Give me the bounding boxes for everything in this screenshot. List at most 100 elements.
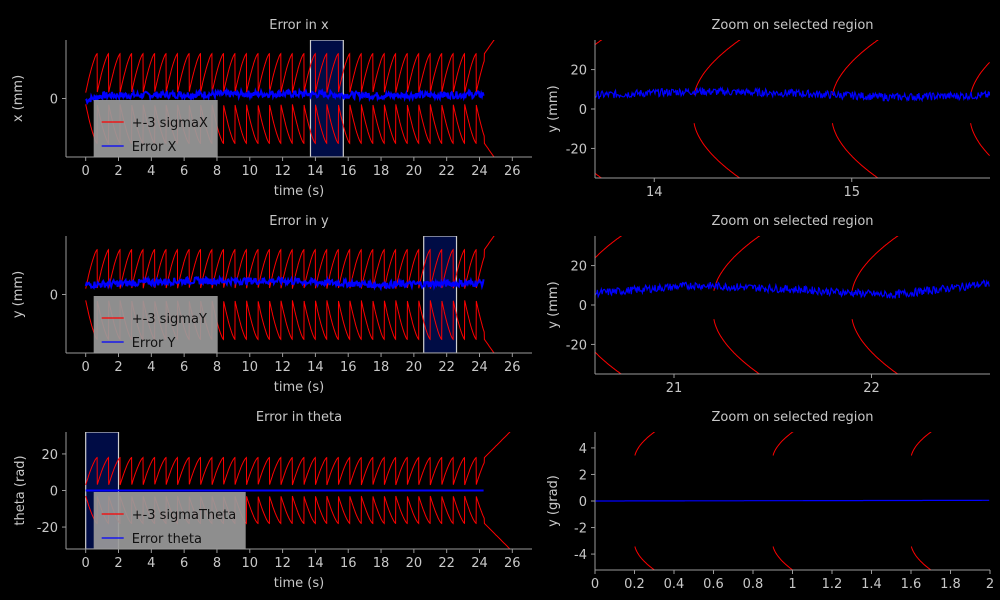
x-tick-label: 0 (82, 164, 90, 179)
x-tick-label: 24 (471, 556, 488, 571)
error-line (85, 86, 485, 106)
y-tick-label: 0 (579, 495, 587, 510)
y-axis-label: x (mm) (11, 75, 26, 122)
x-tick-label: 2 (114, 360, 122, 375)
x-tick-label: 22 (438, 360, 455, 375)
x-tick-label: 22 (863, 381, 880, 396)
x-tick-label: 10 (242, 556, 259, 571)
x-tick-label: 6 (180, 556, 188, 571)
error-line (595, 499, 990, 502)
x-tick-label: 24 (471, 164, 488, 179)
chart-title: Error in theta (256, 410, 342, 425)
x-tick-label: 16 (340, 164, 357, 179)
y-axis-label: y (mm) (546, 281, 561, 328)
sigma-upper-line (85, 432, 511, 486)
y-axis-label: y (grad) (546, 475, 561, 527)
y-tick-label: 0 (579, 103, 587, 118)
plot-area (85, 40, 495, 157)
x-tick-label: 2 (114, 556, 122, 571)
x-tick-label: 0.2 (624, 577, 645, 592)
x-tick-label: 8 (213, 360, 221, 375)
error-line (595, 86, 990, 103)
x-tick-label: 8 (213, 556, 221, 571)
x-tick-label: 8 (213, 164, 221, 179)
x-tick-label: 0.6 (703, 577, 724, 592)
y-axis-label: theta (rad) (13, 455, 28, 525)
plot-area (84, 236, 495, 353)
y-tick-label: -20 (37, 521, 58, 536)
chart-title: Zoom on selected region (711, 410, 873, 425)
x-tick-label: 10 (242, 164, 259, 179)
x-tick-label: 14 (646, 185, 663, 200)
x-tick-label: 4 (147, 556, 155, 571)
sigma-lower-line (595, 319, 899, 374)
x-tick-label: 0 (82, 556, 90, 571)
y-tick-label: 0 (50, 93, 58, 108)
x-axis-label: time (s) (274, 576, 324, 591)
legend-box (93, 492, 246, 549)
x-tick-label: 21 (666, 381, 683, 396)
x-tick-label: 20 (406, 556, 423, 571)
x-tick-label: 14 (307, 360, 324, 375)
error-line (595, 279, 990, 300)
legend-box (93, 100, 218, 157)
legend: +-3 sigmaY Error Y (93, 296, 218, 353)
y-tick-label: 0 (579, 299, 587, 314)
legend-label-sigma: +-3 sigmaTheta (132, 508, 237, 523)
y-tick-label: -2 (574, 522, 587, 537)
x-tick-label: 16 (340, 556, 357, 571)
plot-area (595, 236, 990, 374)
x-tick-label: 4 (147, 360, 155, 375)
x-tick-label: 2 (986, 577, 994, 592)
legend: +-3 sigmaX Error X (93, 100, 218, 157)
y-tick-label: 2 (579, 468, 587, 483)
y-tick-label: 20 (570, 260, 587, 275)
y-axis-label: y (mm) (546, 85, 561, 132)
x-tick-label: 1.6 (901, 577, 922, 592)
x-tick-label: 22 (438, 164, 455, 179)
x-tick-label: 24 (471, 360, 488, 375)
chart-title: Zoom on selected region (711, 214, 873, 229)
x-tick-label: 2 (114, 164, 122, 179)
y-tick-label: 20 (570, 64, 587, 79)
x-tick-label: 6 (180, 360, 188, 375)
chart-panel-4: Zoom on selected region 21 22 20 0 -20 y (mm) (546, 214, 990, 396)
x-tick-label: 26 (504, 360, 521, 375)
x-tick-label: 18 (373, 556, 390, 571)
y-tick-label: 4 (579, 442, 587, 457)
x-tick-label: 12 (274, 164, 291, 179)
selected-region (423, 236, 458, 353)
x-tick-label: 0 (591, 577, 599, 592)
y-tick-label: 20 (41, 448, 58, 463)
x-tick-label: 16 (340, 360, 357, 375)
x-tick-label: 18 (373, 360, 390, 375)
x-tick-label: 10 (242, 360, 259, 375)
sigma-upper-line (85, 236, 495, 289)
chart-title: Error in y (269, 214, 329, 229)
plot-area (595, 40, 990, 178)
x-tick-label: 0.4 (664, 577, 685, 592)
x-axis-label: time (s) (274, 184, 324, 199)
x-tick-label: 26 (504, 164, 521, 179)
x-tick-label: 15 (843, 185, 860, 200)
y-tick-label: 0 (50, 485, 58, 500)
x-tick-label: 12 (274, 360, 291, 375)
x-tick-label: 6 (180, 164, 188, 179)
sigma-lower-line (595, 123, 990, 178)
legend-label-error: Error X (132, 140, 177, 155)
x-tick-label: 26 (504, 556, 521, 571)
y-tick-label: 0 (50, 289, 58, 304)
chart-title: Zoom on selected region (711, 18, 873, 33)
error-line (84, 274, 485, 292)
x-tick-label: 18 (373, 164, 390, 179)
chart-panel-2: Zoom on selected region 14 15 20 0 -20 y (mm) (546, 18, 990, 200)
x-tick-label: 1.8 (940, 577, 961, 592)
chart-title: Error in x (269, 18, 329, 33)
x-tick-label: 22 (438, 556, 455, 571)
legend-label-error: Error Y (132, 336, 176, 351)
sigma-upper-line (595, 236, 899, 291)
x-tick-label: 1.2 (822, 577, 843, 592)
